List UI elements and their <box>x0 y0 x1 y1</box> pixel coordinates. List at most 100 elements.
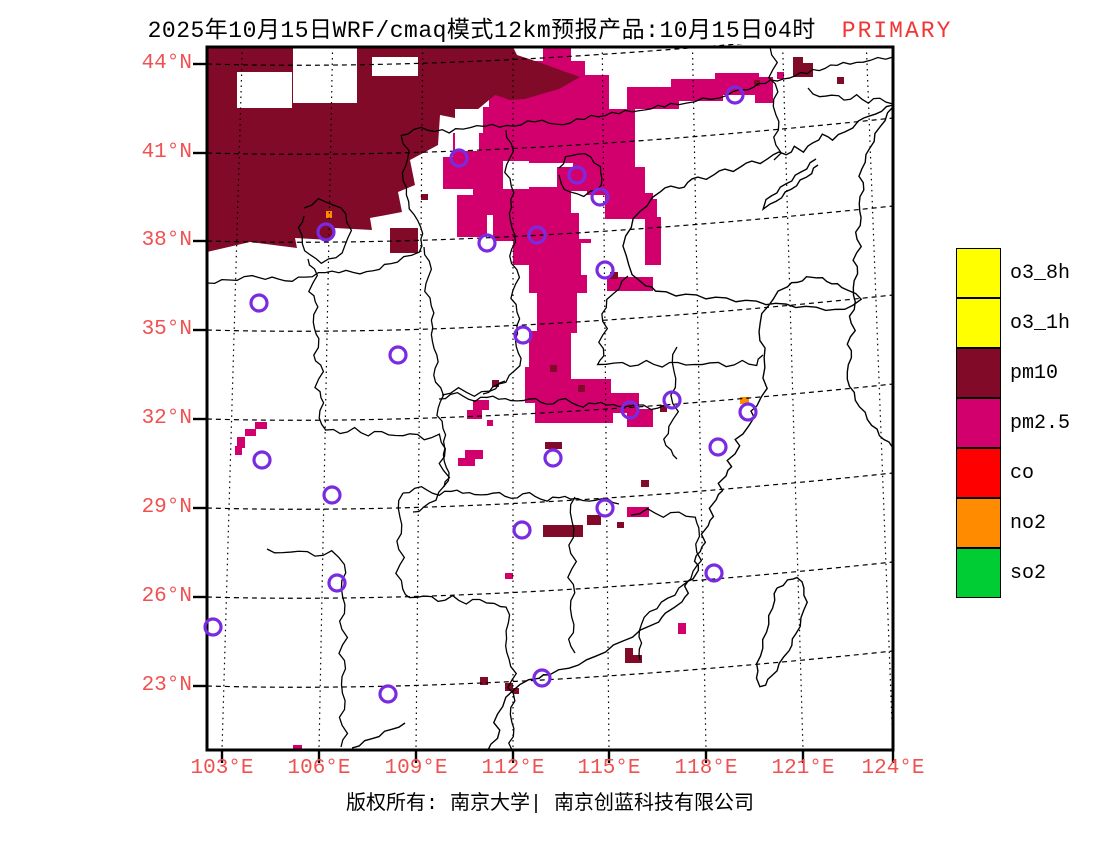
forecast-map <box>190 28 900 766</box>
lat-gridline <box>206 28 894 66</box>
pm10-patch <box>578 385 585 392</box>
lon-tick-label: 103°E <box>190 757 254 780</box>
pm25-region <box>645 217 661 265</box>
pm25-region <box>715 73 759 95</box>
coastline <box>761 158 819 212</box>
pm25-region <box>529 263 587 293</box>
pm25-patch <box>473 400 489 410</box>
legend-swatch-pm10 <box>956 348 1001 398</box>
legend-swatch-o3_1h <box>956 298 1001 348</box>
no2-patch <box>326 211 332 218</box>
province-border <box>506 658 518 751</box>
province-border <box>307 258 451 488</box>
legend-label-o3_1h: o3_1h <box>1010 311 1071 335</box>
pm25-region <box>607 277 653 291</box>
province-border <box>412 246 450 513</box>
legend-label-no2: no2 <box>1010 511 1047 535</box>
lat-gridline <box>206 383 894 421</box>
lon-tick-label: 115°E <box>577 757 641 780</box>
city-marker <box>527 225 547 245</box>
city-marker <box>203 617 223 637</box>
legend-swatch-o3_8h <box>956 248 1001 298</box>
city-marker <box>595 260 615 280</box>
lat-gridline <box>206 294 894 332</box>
city-marker <box>567 165 587 185</box>
pm25-patch <box>255 422 267 429</box>
map-hole <box>455 109 479 151</box>
lat-tick-label: 26°N <box>141 585 192 608</box>
lon-tick-label: 106°E <box>287 757 351 780</box>
pm25-patch <box>467 410 482 419</box>
pm10-patch <box>625 648 633 663</box>
city-marker <box>738 402 758 422</box>
map-hole <box>237 72 292 108</box>
page-title: 2025年10月15日WRF/cmaq模式12km预报产品:10月15日04时 P… <box>0 10 1100 44</box>
lon-tick-label: 112°E <box>481 757 545 780</box>
city-marker <box>595 498 615 518</box>
pm25-region <box>671 79 723 101</box>
legend-swatch-no2 <box>956 498 1001 548</box>
lat-tick-label: 41°N <box>141 141 192 164</box>
pm25-patch <box>245 429 256 436</box>
lat-tick-label: 44°N <box>141 52 192 75</box>
lon-tick-label: 124°E <box>861 757 925 780</box>
city-marker <box>620 400 640 420</box>
province-border <box>297 197 353 265</box>
lat-tick-label: 38°N <box>141 229 192 252</box>
legend-swatch-co <box>956 448 1001 498</box>
pm10-patch <box>754 80 760 86</box>
pm25-patch <box>458 458 475 466</box>
pm25-patch <box>237 437 245 448</box>
city-marker <box>725 85 745 105</box>
coastline <box>846 106 894 449</box>
pm25-region <box>525 367 571 403</box>
pm25-patch <box>678 623 686 634</box>
legend-label-pm10: pm10 <box>1010 361 1059 385</box>
pm25-region <box>483 107 523 135</box>
province-border <box>402 485 620 505</box>
lat-tick-label: 23°N <box>141 674 192 697</box>
pm25-region <box>543 47 571 63</box>
pm10-patch <box>837 77 844 84</box>
pm10-patch <box>641 480 649 487</box>
coastline <box>755 576 809 688</box>
city-marker <box>252 450 272 470</box>
province-border <box>438 391 666 411</box>
pm10-patch <box>480 677 488 685</box>
pm10-patch <box>660 405 667 412</box>
legend-label-pm2.5: pm2.5 <box>1010 411 1071 435</box>
province-border <box>558 152 603 198</box>
lon-tick-label: 121°E <box>771 757 835 780</box>
pm10-patch <box>390 228 418 253</box>
pm10-patch <box>513 688 519 694</box>
pm25-region <box>529 331 571 371</box>
pm10-patch <box>587 515 601 525</box>
city-marker <box>378 684 398 704</box>
legend-label-co: co <box>1010 461 1035 485</box>
pm10-patch <box>803 63 813 77</box>
pm10-patch <box>610 272 618 279</box>
pm25-region <box>627 409 653 427</box>
lon-tick-label: 118°E <box>674 757 738 780</box>
map-frame <box>205 45 895 752</box>
pm10-patch <box>550 365 557 372</box>
legend-swatch-pm2.5 <box>956 398 1001 448</box>
lat-tick-label: 29°N <box>141 496 192 519</box>
city-marker <box>327 573 347 593</box>
province-border <box>482 129 522 395</box>
no2-patch <box>740 397 749 404</box>
lat-gridline <box>206 561 894 599</box>
pm10-patch <box>421 194 428 200</box>
pm10-patch <box>793 57 803 77</box>
lat-gridline <box>206 205 894 243</box>
pm25-region <box>457 195 487 237</box>
pm25-region <box>565 379 611 403</box>
city-marker <box>708 437 728 457</box>
pm25-region <box>617 199 657 219</box>
pm25-patch <box>487 420 493 426</box>
pm25-patch <box>465 450 483 459</box>
coastline <box>351 722 406 749</box>
city-marker <box>322 485 342 505</box>
province-border <box>768 46 783 161</box>
lat-gridline <box>206 117 894 155</box>
